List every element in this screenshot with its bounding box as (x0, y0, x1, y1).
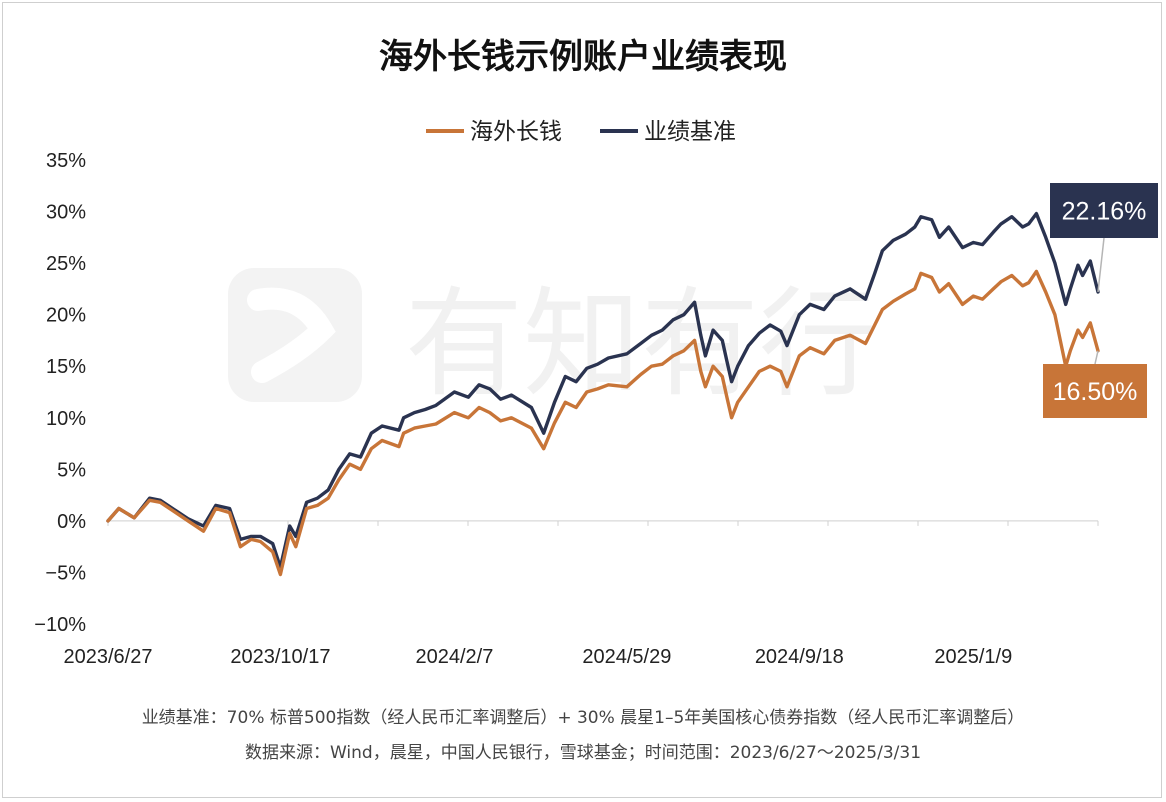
end-label-leader (1094, 350, 1099, 365)
y-tick-label: 25% (46, 253, 86, 275)
x-tick-label: 2023/6/27 (64, 646, 153, 668)
y-tick-label: −5% (45, 562, 86, 584)
y-tick-label: 35% (46, 150, 86, 172)
y-tick-label: 15% (46, 356, 86, 378)
y-tick-label: 10% (46, 408, 86, 430)
y-axis: −10% −5% 0% 5% 10% 15% 20% 25% 30% 35% (34, 150, 86, 636)
end-label-leader (1097, 237, 1105, 293)
x-tick-label: 2023/10/17 (230, 646, 330, 668)
end-label-box (1050, 183, 1158, 238)
end-value-label: 16.50% (1053, 378, 1138, 406)
y-tick-label: −10% (34, 614, 86, 636)
legend-label: 海外长钱 (470, 119, 562, 145)
x-tick-label: 2025/1/9 (934, 646, 1012, 668)
x-axis: 2023/6/27 2023/10/17 2024/2/7 2024/5/29 2024… (64, 520, 1099, 668)
series-line-benchmark (106, 211, 1100, 569)
y-tick-label: 30% (46, 202, 86, 224)
legend: 海外长钱 业绩基准 (426, 119, 736, 145)
x-tick-label: 2024/5/29 (582, 646, 671, 668)
footnote-benchmark: 业绩基准：70% 标普500指数（经人民币汇率调整后）+ 30% 晨星1–5年美… (142, 708, 1025, 728)
chart-title: 海外长钱示例账户业绩表现 (379, 37, 787, 77)
y-tick-label: 20% (46, 305, 86, 327)
footnote-source: 数据来源：Wind，晨星，中国人民银行，雪球基金；时间范围：2023/6/27～… (245, 743, 921, 763)
watermark-logo-mark (247, 287, 336, 383)
end-labels: 16.50% 22.16% (1043, 183, 1158, 418)
x-tick-label: 2024/9/18 (755, 646, 844, 668)
end-label-box (1043, 364, 1147, 418)
x-tick-label: 2024/2/7 (415, 646, 493, 668)
end-value-label: 22.16% (1062, 198, 1147, 226)
series-line-haiwai-changqian (106, 269, 1100, 577)
series-layer (106, 211, 1100, 577)
watermark-logo-icon (228, 268, 362, 402)
watermark: 有知有行 (228, 268, 877, 413)
y-tick-label: 0% (57, 511, 86, 533)
legend-label: 业绩基准 (644, 119, 736, 145)
y-tick-label: 5% (57, 459, 86, 481)
